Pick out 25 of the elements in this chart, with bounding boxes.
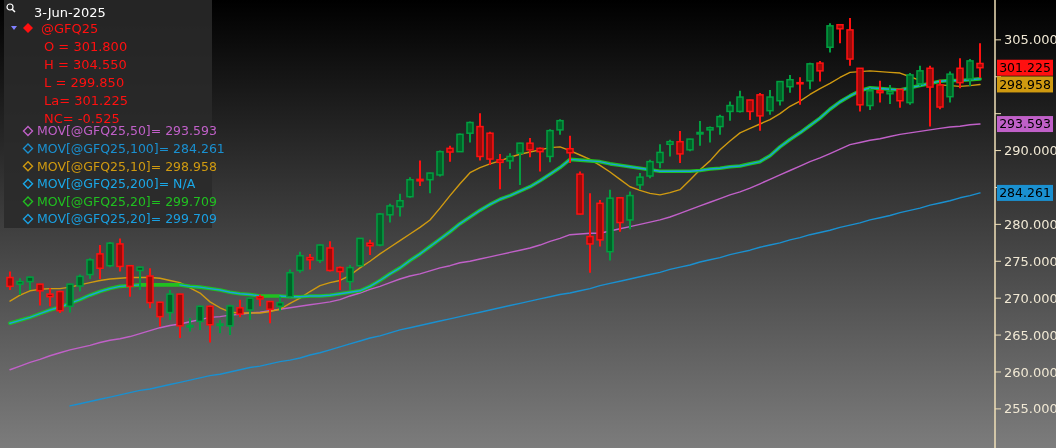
annotation: L = 299.850 bbox=[44, 74, 125, 90]
annotation: O = 301.800 bbox=[44, 38, 128, 54]
annotation: NC= -0.525 bbox=[44, 110, 120, 126]
y-tick-label: 255.000 bbox=[1004, 401, 1056, 417]
chart-title: 3-Jun-2025 bbox=[34, 4, 106, 20]
y-tick-label: 265.000 bbox=[1004, 327, 1056, 343]
text: 298.958 bbox=[999, 76, 1051, 92]
annotation: La= 301.225 bbox=[44, 92, 128, 108]
legend-label: MOV[@GFQ25,100]= 284.261 bbox=[37, 140, 225, 156]
legend-label: MOV[@GFQ25,20]= 299.709 bbox=[37, 211, 217, 227]
y-tick-label: 290.000 bbox=[1004, 143, 1056, 159]
y-tick-label: 260.000 bbox=[1004, 364, 1056, 380]
y-tick-label: 275.000 bbox=[1004, 253, 1056, 269]
text: 293.593 bbox=[999, 116, 1051, 132]
legend-label: MOV[@GFQ25,20]= 299.709 bbox=[37, 193, 217, 209]
legend-label: MOV[@GFQ25,10]= 298.958 bbox=[37, 158, 217, 174]
y-tick-label: 280.000 bbox=[1004, 216, 1056, 232]
annotation: H = 304.550 bbox=[44, 56, 127, 72]
text: @GFQ25 bbox=[41, 20, 99, 36]
legend-label: MOV[@GFQ25,50]= 293.593 bbox=[37, 123, 217, 139]
text: 301.225 bbox=[999, 60, 1051, 76]
text: 284.261 bbox=[999, 185, 1051, 201]
legend-label: MOV[@GFQ25,200]= N/A bbox=[37, 176, 196, 192]
y-tick-label: 305.000 bbox=[1004, 32, 1056, 48]
y-tick-label: 270.000 bbox=[1004, 290, 1056, 306]
